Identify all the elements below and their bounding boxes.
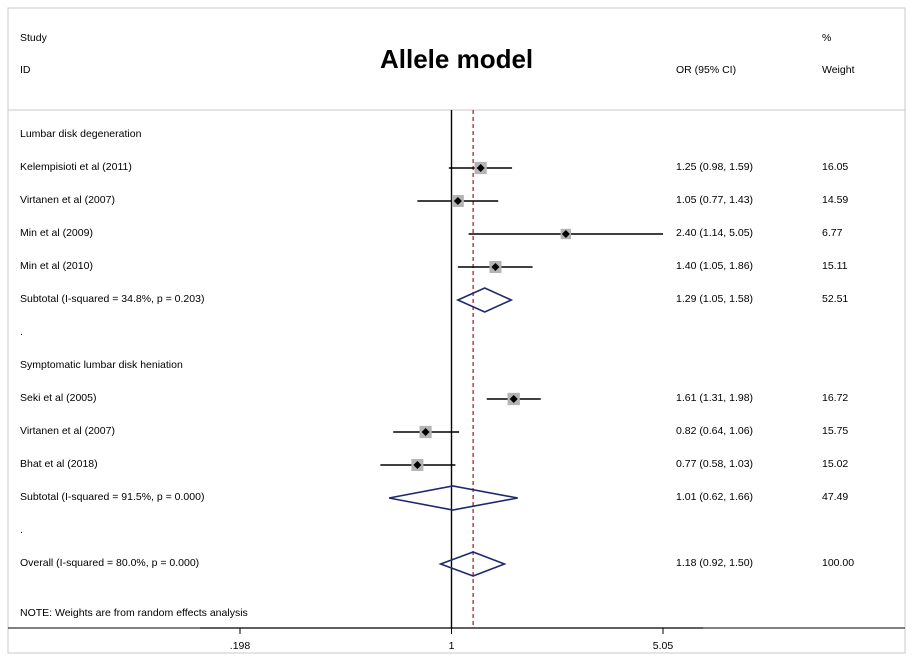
point-estimate-marker	[509, 395, 518, 403]
study-label: Subtotal (I-squared = 34.8%, p = 0.203)	[20, 293, 205, 305]
weight-value: 6.77	[822, 227, 843, 239]
weight-value: 52.51	[822, 293, 849, 305]
weight-value: 15.75	[822, 425, 849, 437]
weight-value: 47.49	[822, 491, 849, 503]
overall-diamond	[438, 551, 507, 577]
or-ci-value: 1.01 (0.62, 1.66)	[676, 491, 754, 503]
study-label: Kelempisioti et al (2011)	[20, 161, 132, 173]
header-id: ID	[20, 64, 31, 76]
or-ci-value: 1.25 (0.98, 1.59)	[676, 161, 754, 173]
weight-value: 16.05	[822, 161, 849, 173]
or-ci-value: 0.77 (0.58, 1.03)	[676, 458, 754, 470]
weight-value: 15.11	[822, 260, 848, 272]
point-estimate-marker	[476, 164, 485, 172]
header-study: Study	[20, 32, 47, 44]
or-ci-value: 1.40 (1.05, 1.86)	[676, 260, 754, 272]
x-tick-label: .198	[229, 640, 251, 652]
or-ci-value: 1.05 (0.77, 1.43)	[676, 194, 754, 206]
x-tick-label: 5.05	[652, 640, 674, 652]
point-estimate-marker	[491, 263, 500, 271]
point-estimate-marker	[561, 230, 570, 238]
study-label: Seki et al (2005)	[20, 392, 97, 404]
plot-frame	[7, 7, 906, 654]
study-label: Subtotal (I-squared = 91.5%, p = 0.000)	[20, 491, 205, 503]
group-label: Symptomatic lumbar disk heniation	[20, 359, 183, 371]
subtotal-diamond	[388, 485, 518, 511]
weight-value: 16.72	[822, 392, 849, 404]
header-weight-percent: %	[822, 32, 832, 44]
x-tick-label: 1	[448, 640, 455, 652]
or-ci-value: 0.82 (0.64, 1.06)	[676, 425, 754, 437]
group-label: Lumbar disk degeneration	[20, 128, 142, 140]
point-estimate-marker	[413, 461, 422, 469]
study-label: Bhat et al (2018)	[20, 458, 98, 470]
weight-value: 15.02	[822, 458, 849, 470]
point-estimate-marker	[453, 197, 462, 205]
study-label: Virtanen et al (2007)	[20, 425, 115, 437]
study-label: Min et al (2010)	[20, 260, 93, 272]
subtotal-diamond	[455, 287, 514, 313]
footnote: NOTE: Weights are from random effects an…	[20, 607, 248, 619]
or-ci-value: 1.18 (0.92, 1.50)	[676, 557, 754, 569]
study-label: Min et al (2009)	[20, 227, 93, 239]
point-estimate-marker	[421, 428, 430, 436]
header-or-ci: OR (95% CI)	[676, 64, 737, 76]
weight-value: 14.59	[822, 194, 849, 206]
study-label: Virtanen et al (2007)	[20, 194, 115, 206]
weight-value: 100.00	[822, 557, 855, 569]
header-weight: Weight	[822, 64, 855, 76]
or-ci-value: 1.61 (1.31, 1.98)	[676, 392, 754, 404]
spacer-label: .	[20, 524, 23, 536]
spacer-label: .	[20, 326, 23, 338]
or-ci-value: 1.29 (1.05, 1.58)	[676, 293, 754, 305]
chart-title: Allele model	[380, 44, 534, 74]
study-label: Overall (I-squared = 80.0%, p = 0.000)	[20, 557, 200, 569]
or-ci-value: 2.40 (1.14, 5.05)	[676, 227, 754, 239]
